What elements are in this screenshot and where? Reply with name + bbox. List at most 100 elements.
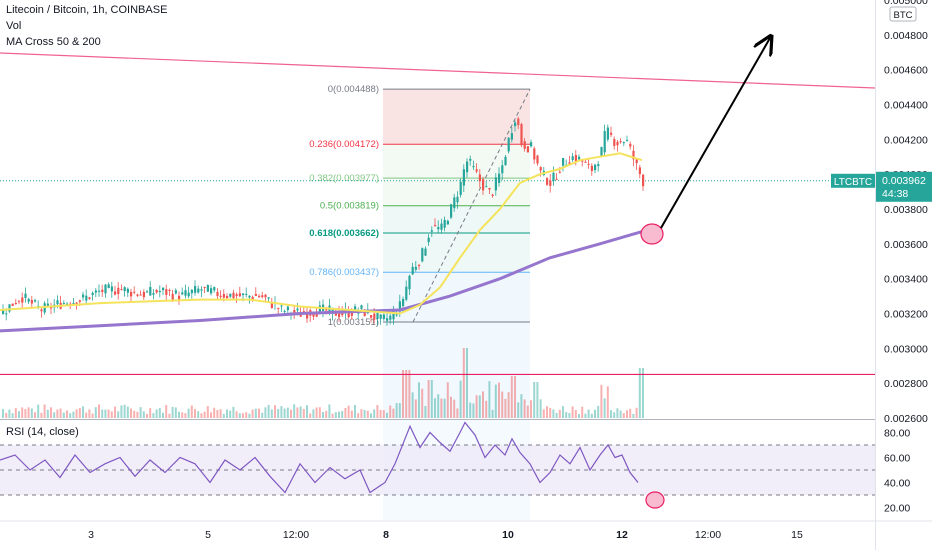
- volume-bar: [328, 404, 331, 418]
- time-tick: 12:00: [283, 529, 309, 541]
- volume-bar: [165, 405, 168, 418]
- volume-bar: [274, 405, 276, 418]
- volume-bar: [382, 410, 385, 418]
- chart-title: Litecoin / Bitcoin, 1h, COINBASE: [6, 4, 168, 16]
- fib-label: 0.618(0.003662): [309, 228, 379, 239]
- volume-bar: [168, 413, 171, 418]
- candle-body: [11, 303, 14, 306]
- projection-arrow[interactable]: [660, 38, 770, 229]
- candle-body: [8, 304, 11, 312]
- volume-bar: [226, 409, 228, 418]
- volume-bar: [210, 412, 212, 418]
- symbol-badge-text: LTCBTC: [834, 177, 872, 188]
- candle-body: [142, 291, 145, 298]
- volume-bar: [200, 413, 203, 418]
- price-tick: 0.003400: [884, 274, 928, 286]
- candle-body: [203, 286, 206, 288]
- candle-body: [456, 196, 459, 203]
- time-tick: 10: [502, 529, 514, 541]
- volume-bar: [280, 406, 283, 418]
- candle-body: [261, 295, 264, 298]
- volume-bar: [309, 413, 312, 418]
- volume-bar: [229, 410, 232, 418]
- candle-body: [331, 307, 334, 314]
- moving-averages: [0, 152, 643, 333]
- volume-bar: [357, 413, 360, 418]
- candle-body: [325, 308, 328, 311]
- candle-body: [363, 309, 366, 317]
- symbol-badge: [831, 173, 875, 188]
- volume-bar: [622, 413, 625, 418]
- candle-body: [200, 289, 203, 291]
- candle-body: [517, 118, 520, 126]
- volume-bar: [130, 408, 132, 418]
- candle-body: [18, 300, 21, 302]
- volume-bar: [24, 409, 27, 418]
- rsi-circle[interactable]: [645, 491, 665, 509]
- candle-body: [155, 289, 158, 293]
- target-circle[interactable]: [640, 223, 664, 245]
- volume-bar: [187, 408, 190, 418]
- volume-bar: [450, 396, 452, 418]
- volume-bar: [248, 413, 251, 418]
- volume-bar: [322, 411, 324, 418]
- volume-bar: [370, 413, 372, 418]
- candle-body: [584, 161, 587, 163]
- candle-body: [56, 300, 59, 305]
- volume-bar: [219, 409, 222, 418]
- fib-diagonal: [412, 88, 531, 323]
- volume-bar: [395, 403, 398, 418]
- volume-bar: [459, 380, 462, 418]
- candle-body: [590, 165, 593, 172]
- candle-body: [587, 163, 590, 165]
- price-tick: 0.003200: [884, 309, 928, 321]
- indicator-vol-label[interactable]: Vol: [6, 20, 22, 32]
- candle-body: [82, 294, 85, 298]
- price-tick: 0.002800: [884, 378, 928, 390]
- candle-body: [226, 295, 229, 299]
- candle-body: [178, 295, 181, 300]
- candle-body: [386, 318, 389, 321]
- rsi-label[interactable]: RSI (14, close): [6, 426, 79, 438]
- candle-body: [72, 302, 75, 304]
- volume-bar: [254, 408, 257, 418]
- currency-box[interactable]: [889, 6, 917, 22]
- volume-bar: [114, 406, 116, 418]
- indicator-ma-label[interactable]: MA Cross 50 & 200: [6, 36, 101, 48]
- candle-body: [184, 290, 187, 296]
- volume-bar: [456, 408, 459, 418]
- candle-body: [85, 295, 88, 301]
- fib-zones: [383, 89, 530, 520]
- volume-bar: [469, 402, 472, 418]
- candle-body: [46, 303, 49, 307]
- volume-bar: [296, 407, 299, 418]
- candle-body: [114, 291, 117, 295]
- volume-bar: [523, 399, 526, 418]
- volume-bar: [194, 409, 196, 418]
- volume-bar: [565, 411, 568, 418]
- candle-body: [389, 315, 392, 320]
- currency-label[interactable]: BTC: [894, 10, 913, 21]
- time-tick: 15: [791, 529, 803, 541]
- candle-body: [536, 155, 539, 164]
- volume-bar: [379, 409, 382, 418]
- volume-bar: [398, 403, 401, 418]
- volume-bar: [558, 409, 561, 418]
- candle-body: [437, 227, 440, 230]
- volume-bar: [178, 411, 180, 418]
- candle-body: [443, 219, 446, 228]
- volume-bar: [251, 409, 254, 418]
- volume-bar: [392, 408, 395, 418]
- candle-body: [558, 171, 561, 173]
- candle-body: [107, 284, 110, 288]
- volume-bar: [213, 407, 216, 418]
- volume-bar: [27, 407, 30, 418]
- candle-body: [286, 306, 289, 311]
- candle-body: [66, 303, 69, 305]
- volume-bar: [139, 407, 142, 418]
- volume-bar: [613, 412, 616, 418]
- volume-bar: [520, 394, 523, 418]
- candle-body: [504, 156, 507, 166]
